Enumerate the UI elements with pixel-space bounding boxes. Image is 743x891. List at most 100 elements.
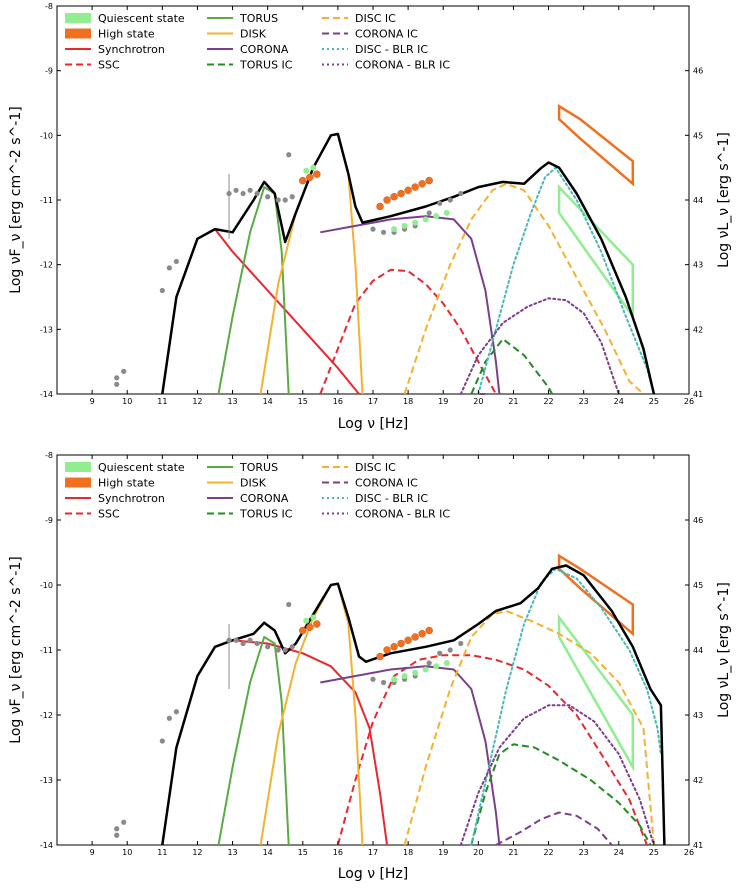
y2-tick-label: 41 <box>693 390 703 399</box>
high-state-point <box>313 620 321 628</box>
legend-item: High state <box>65 28 155 41</box>
legend: Quiescent state High state Synchrotron SSC T… <box>65 12 450 72</box>
series-corona-blr-ic <box>459 297 620 395</box>
x-tick-label: 13 <box>227 848 237 857</box>
x-tick-label: 22 <box>543 397 553 406</box>
x-tick-label: 9 <box>90 397 95 406</box>
x-tick-label: 12 <box>192 397 202 406</box>
legend-item: DISC IC <box>322 461 396 474</box>
x-tick-label: 18 <box>403 397 413 406</box>
x-tick-label: 10 <box>122 848 132 857</box>
high-state-patch <box>557 553 635 637</box>
legend-label: DISK <box>240 28 267 41</box>
high-state-point <box>376 652 384 661</box>
legend-item: SSC <box>65 59 120 72</box>
archival-point <box>247 637 253 643</box>
high-state-point <box>404 636 412 644</box>
quiescent-point <box>391 676 398 683</box>
x-tick-label: 20 <box>473 397 483 406</box>
quiescent-state-patch <box>557 183 635 321</box>
archival-point <box>289 194 295 200</box>
x-tick-label: 13 <box>227 397 237 406</box>
x-tick-label: 16 <box>333 848 343 857</box>
archival-point <box>437 650 443 656</box>
legend-label: DISC - BLR IC <box>355 43 428 56</box>
high-state-point <box>306 623 314 631</box>
archival-point <box>240 640 246 647</box>
high-state-point <box>390 643 398 651</box>
high-state-point <box>411 183 419 191</box>
x-tick-label: 17 <box>368 848 378 857</box>
y-tick-label: -12 <box>40 261 53 270</box>
high-state-point <box>418 630 426 638</box>
series-torus <box>217 186 290 395</box>
x-tick-label: 24 <box>614 397 624 406</box>
y-axis-label: Log νF_ν [erg cm^-2 s^-1] <box>8 556 24 743</box>
series-disc-ic <box>403 182 645 395</box>
legend-item: Synchrotron <box>65 492 165 505</box>
legend-label: CORONA <box>240 492 289 505</box>
archival-point <box>114 381 120 387</box>
legend: Quiescent state High state Synchrotron SSC T… <box>65 461 450 521</box>
y-tick-label: -9 <box>45 67 53 76</box>
y-tick-label: -9 <box>45 516 53 525</box>
quiescent-point <box>443 209 450 216</box>
archival-point <box>265 644 271 650</box>
high-state-point <box>390 193 398 201</box>
series-corona-blr-ic <box>459 704 655 846</box>
sed-panel-top: 9 10 11 12 13 14 15 16 17 18 19 20 21 22 23 24 25 26 -8 -9 -… <box>8 2 732 432</box>
x-tick-label: 12 <box>192 848 202 857</box>
legend-label: High state <box>98 28 155 41</box>
legend-item: CORONA <box>207 492 289 505</box>
high-state-point <box>313 170 321 178</box>
archival-point <box>114 375 120 381</box>
x-axis-label: Log ν [Hz] <box>338 416 409 432</box>
archival-point <box>437 200 443 206</box>
y2-tick-label: 43 <box>693 711 703 720</box>
series-disk <box>259 582 364 846</box>
series-corona <box>320 665 501 846</box>
series-ssc <box>336 654 648 846</box>
high-state-point <box>397 189 405 198</box>
x-tick-label: 11 <box>157 848 167 857</box>
y-tick-label: -10 <box>40 581 53 590</box>
x-tick-label: 23 <box>579 848 589 857</box>
legend-label: SSC <box>98 508 120 521</box>
x-tick-label: 17 <box>368 397 378 406</box>
high-state-point <box>376 202 384 211</box>
legend-label: DISC IC <box>355 461 396 474</box>
series-torus <box>217 636 290 846</box>
high-state-point <box>306 173 314 182</box>
high-state-point <box>418 180 426 188</box>
observed-points <box>114 152 464 387</box>
y-tick-label: -14 <box>40 841 53 850</box>
model-curves <box>161 564 666 846</box>
archival-point <box>121 819 127 825</box>
archival-point <box>173 258 179 265</box>
quiescent-point <box>433 213 440 220</box>
archival-point <box>447 197 453 203</box>
series-total <box>161 564 666 846</box>
archival-point <box>380 679 387 686</box>
legend-item: DISK <box>207 28 267 41</box>
legend-item: CORONA <box>207 43 289 56</box>
archival-point <box>282 197 288 203</box>
archival-point <box>447 647 453 653</box>
archival-point <box>282 647 288 653</box>
legend-item: Quiescent state <box>65 12 185 25</box>
legend-label: TORUS <box>239 12 278 25</box>
archival-point <box>380 229 387 235</box>
high-state-point <box>404 186 412 195</box>
y2-tick-label: 46 <box>693 67 703 76</box>
archival-point <box>370 676 376 682</box>
archival-point <box>286 601 292 608</box>
high-state-point <box>299 176 307 185</box>
y2-tick-label: 45 <box>693 581 703 590</box>
x-tick-label: 14 <box>263 397 273 406</box>
y-tick-label: -8 <box>45 2 53 11</box>
legend-item: Synchrotron <box>65 43 165 56</box>
archival-point <box>289 644 295 650</box>
x-tick-label: 26 <box>684 848 694 857</box>
quiescent-point <box>422 216 429 223</box>
archival-point <box>254 640 260 647</box>
